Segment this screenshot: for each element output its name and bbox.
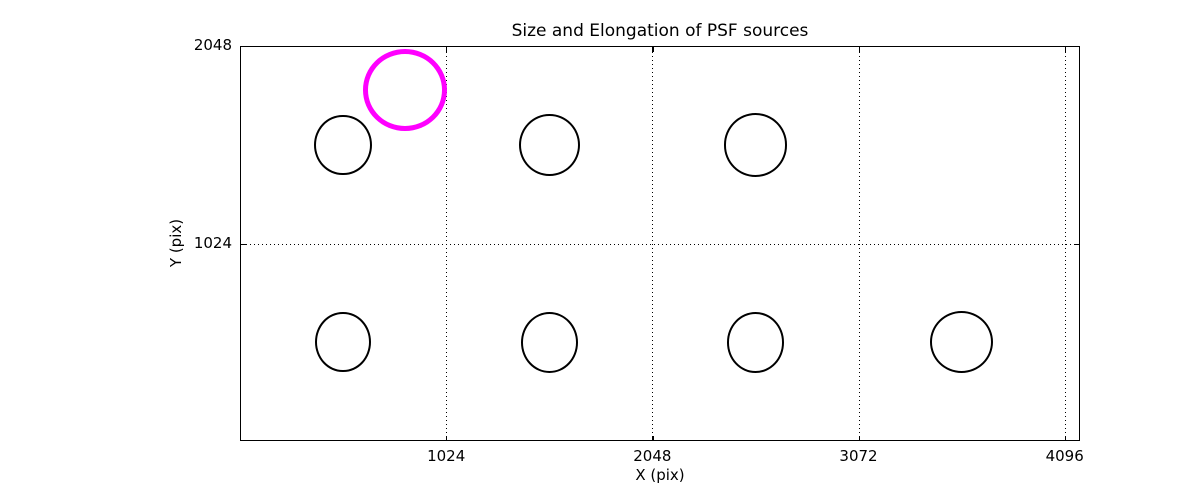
psf-source-ellipse <box>314 114 372 175</box>
y-tick-mark <box>1074 243 1079 245</box>
psf-source-ellipse <box>519 113 580 176</box>
psf-source-ellipse-highlight <box>363 49 448 131</box>
y-tick-label: 1024 <box>193 233 232 252</box>
x-tick-mark <box>1064 47 1066 52</box>
psf-source-ellipse <box>520 311 578 373</box>
psf-source-ellipse <box>930 311 994 374</box>
x-tick-label: 3072 <box>839 447 878 465</box>
x-tick-mark <box>1064 436 1066 441</box>
psf-source-ellipse <box>315 312 371 373</box>
x-tick-mark <box>858 436 860 441</box>
plot-area <box>240 46 1080 441</box>
chart-title: Size and Elongation of PSF sources <box>511 21 809 41</box>
x-axis-label: X (pix) <box>635 466 685 484</box>
x-tick-mark <box>446 47 448 52</box>
y-tick-mark <box>241 243 246 245</box>
x-tick-label: 4096 <box>1045 447 1084 465</box>
x-tick-label: 1024 <box>427 447 466 465</box>
y-tick-mark <box>241 46 246 48</box>
x-tick-mark <box>652 436 654 441</box>
x-tick-mark <box>652 47 654 52</box>
psf-source-ellipse <box>726 311 785 373</box>
y-gridline <box>242 243 1079 245</box>
y-tick-mark <box>1074 46 1079 48</box>
x-tick-mark <box>446 436 448 441</box>
y-tick-label: 2048 <box>193 36 232 54</box>
x-tick-mark <box>858 47 860 52</box>
x-tick-label: 2048 <box>633 447 672 465</box>
psf-source-ellipse <box>723 112 788 177</box>
